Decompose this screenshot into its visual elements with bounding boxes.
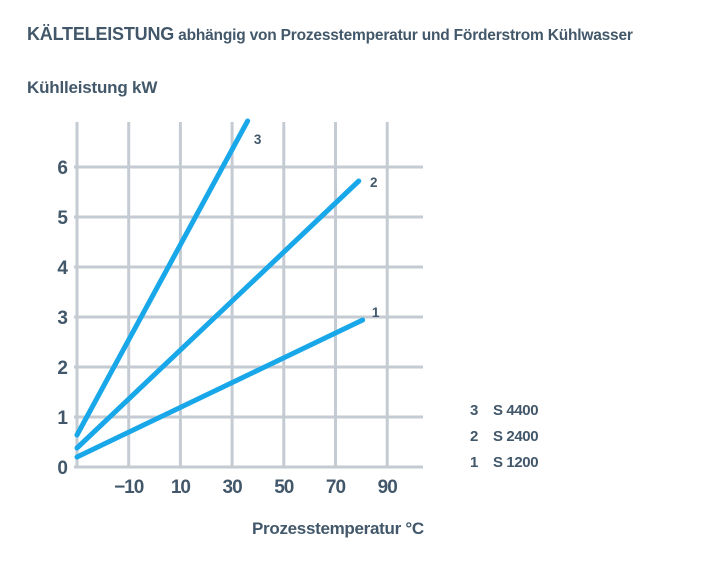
legend-item: 2 S 2400 bbox=[470, 428, 539, 445]
x-tick-label: 70 bbox=[326, 477, 346, 498]
x-tick-label: 50 bbox=[274, 477, 294, 498]
y-tick-label: 0 bbox=[57, 458, 67, 479]
series-line-s4400 bbox=[74, 118, 251, 438]
y-tick-label: 4 bbox=[57, 258, 68, 279]
series-line-s2400 bbox=[74, 178, 362, 451]
x-tick-label: −10 bbox=[114, 477, 144, 498]
legend-item-number: 1 bbox=[470, 454, 478, 471]
y-tick-label: 2 bbox=[57, 358, 67, 379]
legend-item-number: 2 bbox=[470, 428, 478, 445]
y-tick-label: 6 bbox=[57, 158, 67, 179]
x-tick-label: 90 bbox=[378, 477, 398, 498]
legend-item-number: 3 bbox=[470, 402, 478, 419]
x-tick-label: 10 bbox=[171, 477, 191, 498]
series-label: 3 bbox=[254, 132, 262, 147]
y-tick-label: 5 bbox=[57, 208, 68, 229]
chart-title-rest: abhängig von Prozesstemperatur und Förde… bbox=[174, 27, 633, 44]
y-tick-label: 1 bbox=[57, 408, 68, 429]
series-line-s1200 bbox=[74, 317, 366, 460]
y-axis-title: Kühlleistung kW bbox=[27, 78, 158, 97]
legend-item: 3 S 4400 bbox=[470, 402, 539, 419]
x-tick-label: 30 bbox=[223, 477, 243, 498]
series-label: 1 bbox=[372, 305, 380, 320]
legend-item-label: S 2400 bbox=[493, 428, 539, 445]
legend: 3 S 4400 2 S 2400 1 S 1200 bbox=[470, 402, 539, 471]
series-label: 2 bbox=[370, 175, 378, 190]
legend-item-label: S 1200 bbox=[493, 454, 539, 471]
y-tick-label: 3 bbox=[57, 308, 67, 329]
legend-item-label: S 4400 bbox=[493, 402, 539, 419]
legend-item: 1 S 1200 bbox=[470, 454, 539, 471]
x-axis-title: Prozesstemperatur °C bbox=[252, 519, 424, 538]
chart-title: KÄLTELEISTUNG abhängig von Prozesstemper… bbox=[27, 24, 633, 45]
chart-title-strong: KÄLTELEISTUNG bbox=[27, 24, 175, 44]
